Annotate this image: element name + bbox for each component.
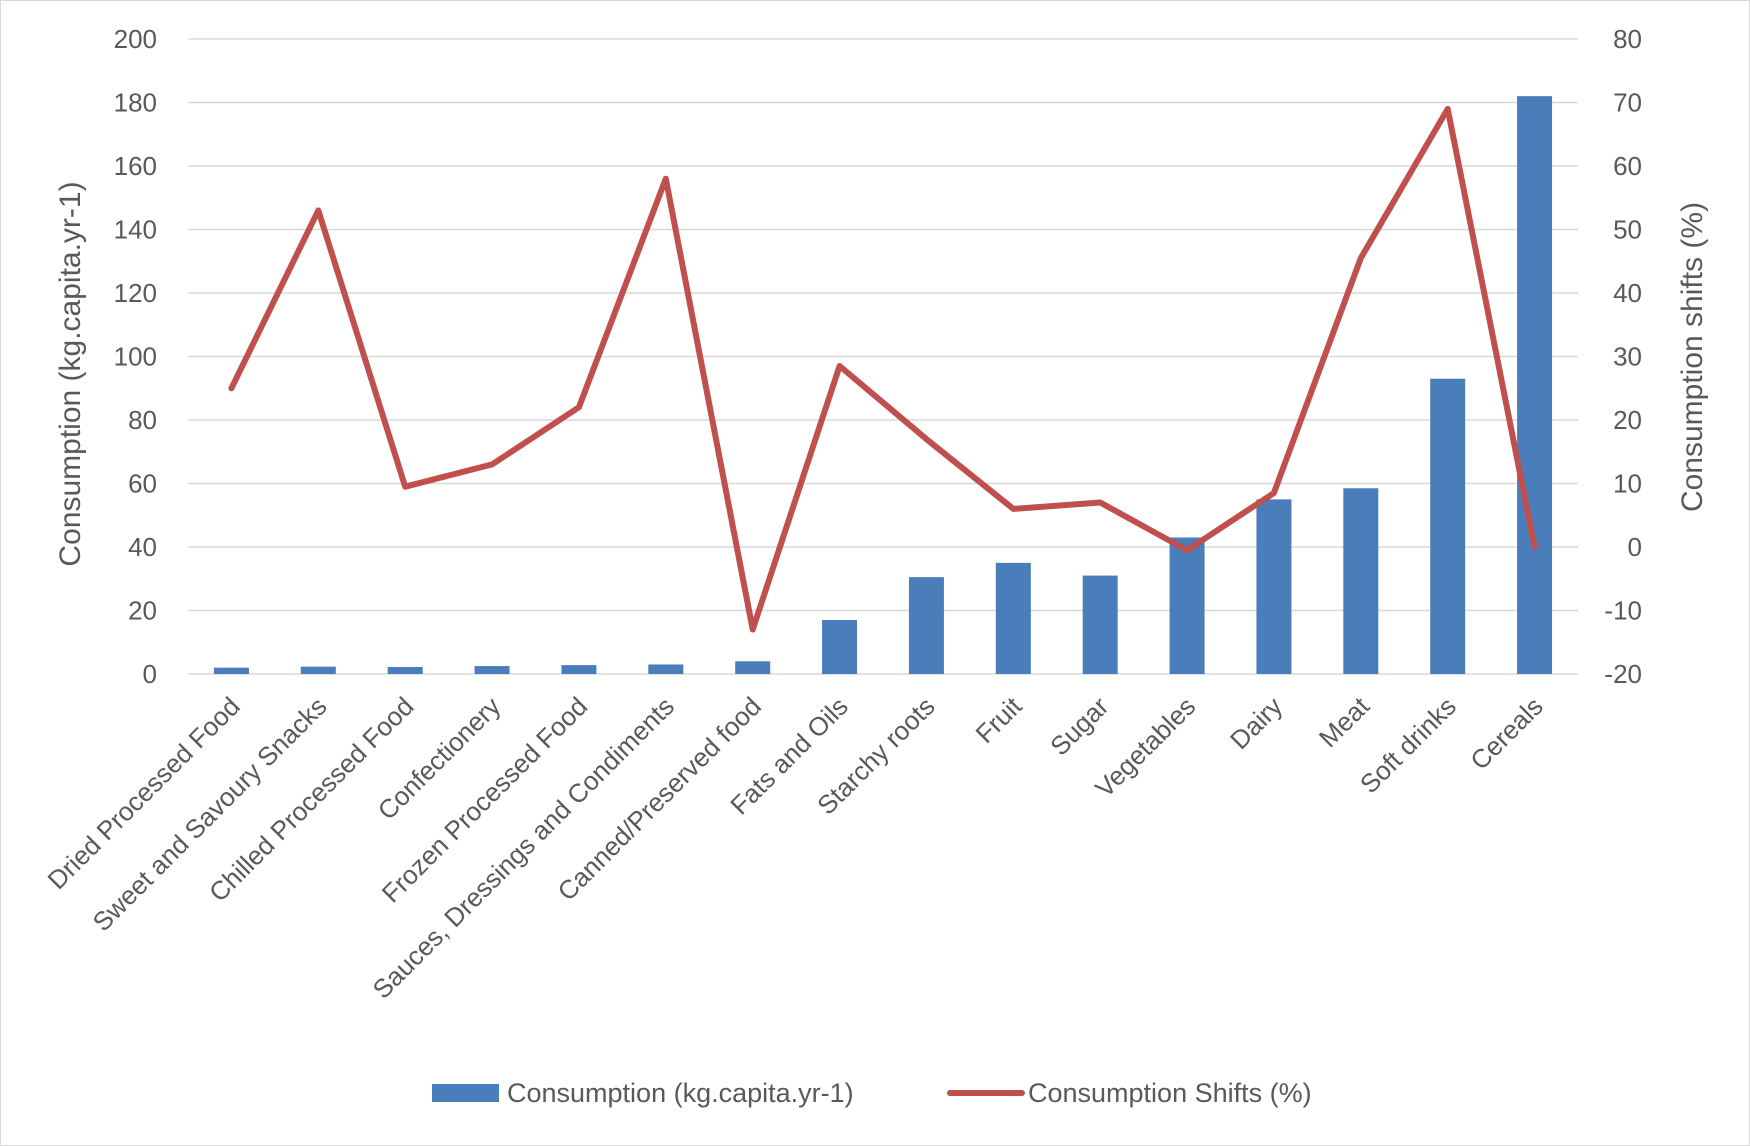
right-tick-label: 50 — [1613, 215, 1642, 245]
right-tick-label: -10 — [1604, 596, 1642, 626]
line-series — [228, 105, 1538, 633]
right-tick-label: 60 — [1613, 151, 1642, 181]
legend-line-label: Consumption Shifts (%) — [1028, 1078, 1312, 1108]
category-label: Sugar — [1044, 691, 1115, 762]
left-tick-label: 20 — [128, 596, 157, 626]
category-label: Meat — [1313, 690, 1376, 753]
bar — [648, 664, 684, 674]
category-label: Soft drinks — [1354, 691, 1462, 799]
bar — [300, 666, 336, 674]
left-tick-label: 40 — [128, 532, 157, 562]
legend: Consumption (kg.capita.yr-1) Consumption… — [432, 1078, 1312, 1108]
legend-bar-swatch — [432, 1084, 499, 1102]
right-tick-label: 30 — [1613, 342, 1642, 372]
bar — [213, 667, 249, 674]
bar-series — [213, 96, 1553, 674]
legend-bar-label: Consumption (kg.capita.yr-1) — [507, 1078, 854, 1108]
right-tick-label: 10 — [1613, 469, 1642, 499]
bar — [822, 620, 858, 674]
bar — [474, 666, 510, 674]
category-label: Cereals — [1464, 691, 1549, 776]
left-tick-label: 120 — [114, 278, 157, 308]
left-tick-label: 140 — [114, 215, 157, 245]
bar — [561, 665, 597, 674]
bar — [1343, 488, 1379, 674]
right-tick-label: 20 — [1613, 405, 1642, 435]
bar — [1169, 537, 1205, 674]
left-tick-label: 180 — [114, 88, 157, 118]
bar — [1430, 378, 1466, 674]
right-tick-label: 0 — [1628, 532, 1642, 562]
left-axis-ticks: 0 20 40 60 80 100 120 140 160 180 200 — [114, 24, 157, 689]
bar — [735, 661, 771, 674]
right-tick-label: 80 — [1613, 24, 1642, 54]
category-label: Dairy — [1224, 691, 1288, 755]
bar — [1256, 499, 1292, 674]
left-axis-title: Consumption (kg.capita.yr-1) — [54, 181, 87, 566]
bar — [995, 562, 1031, 674]
right-axis-title: Consumption shifts (%) — [1676, 202, 1709, 512]
left-tick-label: 160 — [114, 151, 157, 181]
left-tick-label: 60 — [128, 469, 157, 499]
bar — [1082, 575, 1118, 674]
right-axis-ticks: -20 -10 0 10 20 30 40 50 60 70 80 — [1604, 24, 1642, 689]
left-tick-label: 80 — [128, 405, 157, 435]
bar — [908, 577, 944, 674]
left-tick-label: 0 — [143, 659, 157, 689]
right-tick-label: 40 — [1613, 278, 1642, 308]
right-tick-label: 70 — [1613, 88, 1642, 118]
left-tick-label: 200 — [114, 24, 157, 54]
left-tick-label: 100 — [114, 342, 157, 372]
category-label: Fruit — [970, 690, 1029, 749]
shift-line — [228, 105, 1538, 633]
right-tick-label: -20 — [1604, 659, 1642, 689]
category-label: Sauces, Dressings and Condiments — [367, 691, 680, 1004]
bar — [387, 667, 423, 674]
bar — [1517, 96, 1553, 674]
